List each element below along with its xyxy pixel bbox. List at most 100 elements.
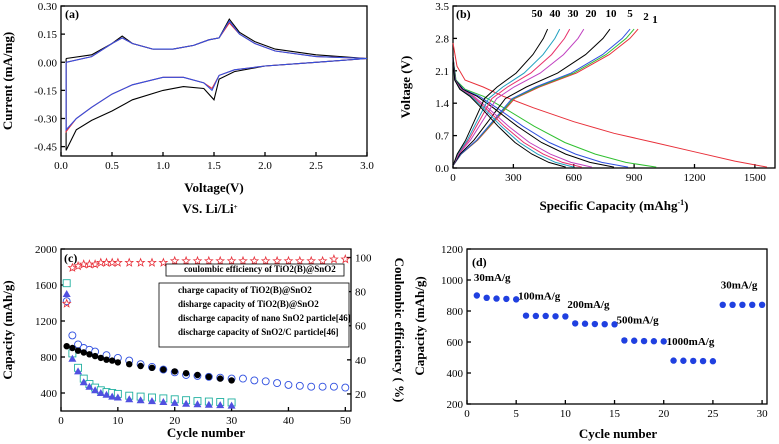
point-circle-open — [239, 374, 247, 383]
rate-point — [631, 337, 638, 344]
panel-a-ytick-label: -0.45 — [34, 142, 57, 154]
panel-c-ytick-label: 2000 — [35, 244, 58, 256]
panel-d-xtick-label: 15 — [609, 408, 621, 420]
panel-a-xlabel: Voltage(V) — [184, 180, 243, 195]
panel-c-ytick-label: 1600 — [35, 280, 58, 292]
panel-d-xtick-label: 0 — [464, 408, 470, 420]
rate-point — [739, 301, 746, 308]
point-triangle — [62, 290, 71, 297]
panel-c-xtick-label: 20 — [169, 415, 181, 427]
point-circle-open — [295, 381, 304, 390]
panel-d-ylabel: Capacity (mAh/g) — [412, 276, 427, 375]
point-star — [192, 255, 203, 266]
legend-entry: discharge capacity of SnO2/C particle[46… — [178, 327, 338, 337]
panel-d-ytick-label: 400 — [447, 368, 464, 380]
point-circle-filled — [97, 354, 105, 362]
point-circle-filled — [228, 377, 235, 384]
rate-point — [680, 357, 687, 364]
point-star — [340, 254, 351, 264]
cycle-label-10: 10 — [606, 8, 618, 20]
rate-point — [719, 301, 726, 308]
point-circle-open — [68, 331, 77, 340]
point-star — [124, 257, 135, 267]
point-triangle — [216, 401, 225, 409]
panel-d-ytick-label: 800 — [447, 306, 464, 318]
panel-c-y2tick-label: 100 — [355, 253, 372, 265]
discharge-curve-2 — [452, 56, 657, 168]
rate-point — [562, 313, 569, 320]
point-circle-filled — [86, 351, 93, 358]
cycle-label-40: 40 — [550, 8, 562, 20]
panel-a-ytick-label: -0.15 — [34, 85, 57, 97]
panel-b-xtick-label: 300 — [505, 172, 522, 184]
point-circle-filled — [182, 370, 190, 377]
point-star — [272, 255, 282, 266]
point-circle-filled — [80, 349, 87, 356]
panel-d-xtick-label: 5 — [513, 408, 519, 420]
panel-b-ytick-label: 1.4 — [435, 98, 449, 110]
point-circle-open — [307, 382, 316, 391]
point-triangle — [79, 378, 88, 386]
panel-a-ytick-label: 0.30 — [38, 1, 58, 13]
panel-c-y2tick-label: 40 — [355, 355, 367, 367]
rate-point — [699, 357, 707, 365]
charge-curve-40 — [452, 28, 561, 166]
rate-point — [522, 312, 530, 319]
point-circle-filled — [126, 361, 133, 368]
point-star — [147, 257, 157, 267]
panel-a-ylabel: Current (mA/mg) — [0, 32, 15, 130]
rate-point — [512, 296, 520, 303]
rate-label: 30mA/g — [474, 272, 511, 284]
panel-c-ylabel: Capacity (mAh/g) — [0, 280, 15, 379]
panel-b-xtick-label: 1500 — [744, 172, 767, 184]
point-circle-filled — [103, 356, 110, 363]
rate-point — [709, 358, 717, 365]
point-triangle — [136, 396, 145, 404]
point-circle-open — [329, 382, 338, 391]
point-circle-filled — [63, 343, 70, 350]
point-star — [61, 298, 72, 308]
cycle-label-2: 2 — [643, 11, 649, 23]
point-star — [158, 257, 169, 267]
point-star — [90, 259, 100, 269]
panel-c-y2tick-label: 20 — [355, 389, 367, 401]
panel-d-xtick-label: 20 — [658, 408, 670, 420]
panel-a-xtick-label: 1.5 — [207, 160, 221, 172]
point-star — [169, 255, 180, 266]
point-circle-filled — [114, 359, 122, 366]
point-circle-filled — [91, 352, 99, 360]
point-circle-filled — [160, 366, 167, 373]
panel-d-xtick-label: 10 — [560, 408, 572, 420]
point-circle-open — [284, 380, 293, 389]
discharge-curve-30 — [452, 56, 582, 168]
point-star — [317, 255, 328, 266]
charge-curve-50 — [452, 28, 549, 166]
point-circle-open — [261, 377, 270, 386]
point-circle-filled — [194, 371, 201, 379]
point-triangle — [182, 399, 191, 407]
charge-curve-30 — [452, 28, 571, 166]
legend-entry: coulombic efficiency of TiO2(B)@SnO2 — [184, 264, 336, 274]
point-circle-open — [62, 297, 71, 306]
point-star — [135, 257, 146, 267]
point-circle-open — [318, 382, 327, 391]
panel-c-ytick-label: 800 — [41, 352, 58, 364]
rate-point — [571, 320, 579, 327]
panel-b-ytick-label: 0.7 — [435, 131, 449, 143]
rate-point — [758, 301, 766, 308]
panel-a-ytick-label: 0.15 — [38, 29, 58, 41]
point-circle-filled — [148, 364, 156, 371]
rate-label: 500mA/g — [617, 314, 660, 326]
panel-d-xtick-label: 30 — [757, 408, 769, 420]
panel-d-xlabel: Cycle number — [579, 426, 658, 441]
rate-point — [640, 337, 648, 345]
rate-point — [650, 338, 658, 345]
cycle-label-5: 5 — [627, 8, 633, 20]
cv-curve-cycle-2 — [65, 22, 368, 134]
point-star — [181, 255, 191, 266]
point-triangle — [204, 400, 213, 408]
rate-point — [532, 312, 540, 320]
point-star — [260, 255, 271, 266]
charge-curve-5 — [452, 28, 631, 166]
cycle-label-1: 1 — [652, 14, 658, 26]
